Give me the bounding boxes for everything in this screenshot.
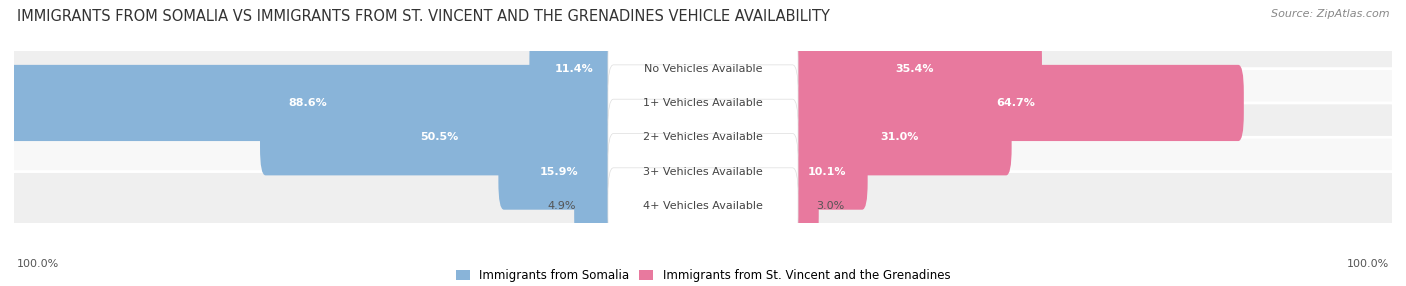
Text: 35.4%: 35.4% xyxy=(896,64,934,74)
Text: 10.1%: 10.1% xyxy=(808,167,846,176)
FancyBboxPatch shape xyxy=(11,172,1395,240)
FancyBboxPatch shape xyxy=(607,99,799,175)
FancyBboxPatch shape xyxy=(607,134,799,210)
Text: 100.0%: 100.0% xyxy=(17,259,59,269)
FancyBboxPatch shape xyxy=(530,31,619,107)
Text: 100.0%: 100.0% xyxy=(1347,259,1389,269)
Text: 64.7%: 64.7% xyxy=(995,98,1035,108)
Text: 31.0%: 31.0% xyxy=(880,132,918,142)
FancyBboxPatch shape xyxy=(498,134,619,210)
FancyBboxPatch shape xyxy=(11,69,1395,137)
FancyBboxPatch shape xyxy=(607,31,799,107)
FancyBboxPatch shape xyxy=(11,137,1395,206)
Text: IMMIGRANTS FROM SOMALIA VS IMMIGRANTS FROM ST. VINCENT AND THE GRENADINES VEHICL: IMMIGRANTS FROM SOMALIA VS IMMIGRANTS FR… xyxy=(17,9,830,23)
Text: 1+ Vehicles Available: 1+ Vehicles Available xyxy=(643,98,763,108)
FancyBboxPatch shape xyxy=(0,65,619,141)
FancyBboxPatch shape xyxy=(11,34,1395,103)
Text: 3+ Vehicles Available: 3+ Vehicles Available xyxy=(643,167,763,176)
Text: Source: ZipAtlas.com: Source: ZipAtlas.com xyxy=(1271,9,1389,19)
Text: 4.9%: 4.9% xyxy=(548,201,576,211)
Text: 4+ Vehicles Available: 4+ Vehicles Available xyxy=(643,201,763,211)
Text: 88.6%: 88.6% xyxy=(288,98,328,108)
Text: 2+ Vehicles Available: 2+ Vehicles Available xyxy=(643,132,763,142)
FancyBboxPatch shape xyxy=(574,168,619,244)
FancyBboxPatch shape xyxy=(607,65,799,141)
FancyBboxPatch shape xyxy=(260,99,619,175)
FancyBboxPatch shape xyxy=(607,168,799,244)
Text: 3.0%: 3.0% xyxy=(817,201,845,211)
FancyBboxPatch shape xyxy=(11,103,1395,172)
FancyBboxPatch shape xyxy=(787,31,1042,107)
Legend: Immigrants from Somalia, Immigrants from St. Vincent and the Grenadines: Immigrants from Somalia, Immigrants from… xyxy=(456,269,950,282)
Text: No Vehicles Available: No Vehicles Available xyxy=(644,64,762,74)
FancyBboxPatch shape xyxy=(787,168,818,244)
Text: 11.4%: 11.4% xyxy=(555,64,593,74)
FancyBboxPatch shape xyxy=(787,134,868,210)
Text: 15.9%: 15.9% xyxy=(540,167,578,176)
Text: 50.5%: 50.5% xyxy=(420,132,458,142)
FancyBboxPatch shape xyxy=(787,65,1244,141)
FancyBboxPatch shape xyxy=(787,99,1012,175)
